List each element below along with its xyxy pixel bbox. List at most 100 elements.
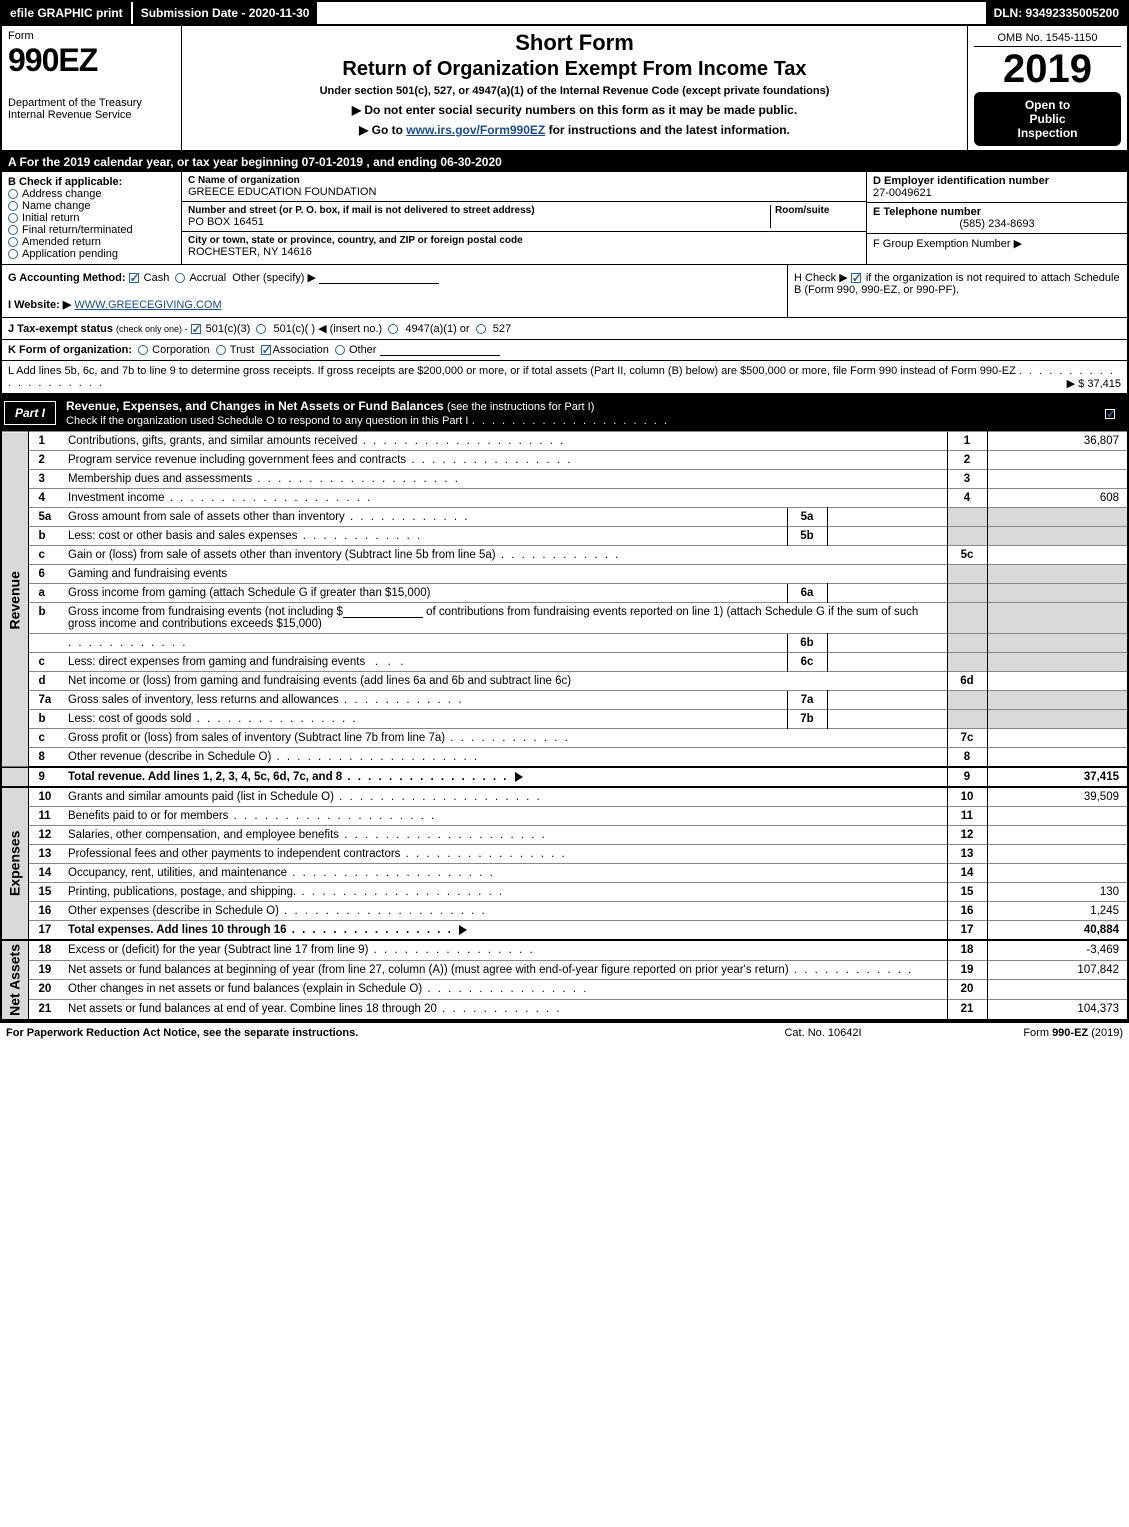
submission-date-label: Submission Date - 2020-11-30 <box>133 2 320 24</box>
form-number: 990EZ <box>8 42 175 79</box>
check-4947[interactable] <box>388 324 398 334</box>
open-line2: Public <box>978 112 1117 126</box>
line5b-subval <box>827 527 947 546</box>
line6d-text: Net income or (loss) from gaming and fun… <box>64 672 947 691</box>
org-city: ROCHESTER, NY 14616 <box>188 246 860 258</box>
check-corporation[interactable] <box>138 345 148 355</box>
line17-ln: 17 <box>947 921 987 941</box>
footer-cat: Cat. No. 10642I <box>723 1027 923 1039</box>
line1-num: 1 <box>28 432 64 451</box>
line20-ln: 20 <box>947 980 987 1000</box>
line14-val <box>987 864 1127 883</box>
line6c-num: c <box>28 653 64 672</box>
line4-text: Investment income <box>68 492 372 504</box>
irs-link[interactable]: www.irs.gov/Form990EZ <box>406 123 545 137</box>
check-accrual[interactable] <box>175 273 185 283</box>
section-b: B Check if applicable: Address change Na… <box>2 172 182 264</box>
check-other-org[interactable] <box>335 345 345 355</box>
check-address-change[interactable] <box>8 189 18 199</box>
form-header: Form 990EZ Department of the Treasury In… <box>0 26 1129 152</box>
opt-application-pending: Application pending <box>22 248 118 260</box>
form-word: Form <box>8 30 175 42</box>
line13-ln: 13 <box>947 845 987 864</box>
g-label: G Accounting Method: <box>8 272 126 284</box>
line7c-ln: 7c <box>947 729 987 748</box>
check-501c3[interactable] <box>191 324 201 334</box>
k-other-field[interactable] <box>380 344 500 356</box>
j-501c: 501(c)( ) <box>273 323 315 335</box>
page-footer: For Paperwork Reduction Act Notice, see … <box>0 1021 1129 1043</box>
line7a-subval <box>827 691 947 710</box>
line4-val: 608 <box>987 489 1127 508</box>
line13-text: Professional fees and other payments to … <box>68 848 567 860</box>
l-text: L Add lines 5b, 6c, and 7b to line 9 to … <box>8 365 1016 377</box>
line6b-greyval <box>987 603 1127 634</box>
line5b-text: Less: cost or other basis and sales expe… <box>68 530 422 542</box>
check-application-pending[interactable] <box>8 249 18 259</box>
tel-value: (585) 234-8693 <box>873 218 1121 230</box>
check-schedule-b[interactable] <box>851 273 861 283</box>
line19-val: 107,842 <box>987 960 1127 980</box>
line21-val: 104,373 <box>987 1000 1127 1020</box>
line6b-t1: Gross income from fundraising events (no… <box>68 606 343 618</box>
check-trust[interactable] <box>216 345 226 355</box>
top-bar: efile GRAPHIC print Submission Date - 20… <box>0 0 1129 26</box>
check-final-return[interactable] <box>8 225 18 235</box>
line20-val <box>987 980 1127 1000</box>
side-revenue: Revenue <box>2 432 28 768</box>
check-cash[interactable] <box>129 273 139 283</box>
side-net-assets: Net Assets <box>2 940 28 1020</box>
section-a-pre: A For the 2019 calendar year, or tax yea… <box>8 155 302 169</box>
line9-val: 37,415 <box>987 767 1127 787</box>
check-amended-return[interactable] <box>8 237 18 247</box>
line10-val: 39,509 <box>987 787 1127 807</box>
dln-label: DLN: 93492335005200 <box>986 2 1127 24</box>
check-association[interactable] <box>261 345 271 355</box>
part1-table: Revenue 1 Contributions, gifts, grants, … <box>0 431 1129 1021</box>
line6a-sub: 6a <box>787 584 827 603</box>
line7b-grey <box>947 710 987 729</box>
part1-tag: Part I <box>4 401 56 425</box>
addr-label: Number and street (or P. O. box, if mail… <box>188 205 770 216</box>
section-l: L Add lines 5b, 6c, and 7b to line 9 to … <box>0 360 1129 395</box>
line5a-subval <box>827 508 947 527</box>
line6b2-spacer <box>68 637 188 649</box>
g-other-field[interactable] <box>319 272 439 284</box>
line21-num: 21 <box>28 1000 64 1020</box>
check-schedule-o[interactable] <box>1105 409 1115 419</box>
tax-year: 2019 <box>974 47 1121 92</box>
arrow-icon-17 <box>459 925 467 935</box>
check-501c[interactable] <box>256 324 266 334</box>
line6a-subval <box>827 584 947 603</box>
line7b-greyval <box>987 710 1127 729</box>
tax-year-begin: 07-01-2019 <box>302 155 363 169</box>
check-527[interactable] <box>476 324 486 334</box>
part1-check-note: Check if the organization used Schedule … <box>66 415 468 427</box>
line6a-num: a <box>28 584 64 603</box>
check-name-change[interactable] <box>8 201 18 211</box>
title-return: Return of Organization Exempt From Incom… <box>188 58 961 81</box>
line1-val: 36,807 <box>987 432 1127 451</box>
footer-left: For Paperwork Reduction Act Notice, see … <box>6 1027 723 1039</box>
j-501c3: 501(c)(3) <box>206 323 251 335</box>
line17-val: 40,884 <box>987 921 1127 941</box>
line18-val: -3,469 <box>987 940 1127 960</box>
header-left: Form 990EZ Department of the Treasury In… <box>2 26 182 150</box>
line18-text: Excess or (deficit) for the year (Subtra… <box>68 944 535 956</box>
line15-val: 130 <box>987 883 1127 902</box>
part1-note: (see the instructions for Part I) <box>447 401 594 413</box>
line2-text: Program service revenue including govern… <box>68 454 572 466</box>
line8-ln: 8 <box>947 748 987 768</box>
line5c-text: Gain or (loss) from sale of assets other… <box>68 549 620 561</box>
line13-num: 13 <box>28 845 64 864</box>
efile-print-button[interactable]: efile GRAPHIC print <box>2 2 133 24</box>
website-link[interactable]: WWW.GREECEGIVING.COM <box>74 299 221 311</box>
city-label: City or town, state or province, country… <box>188 235 860 246</box>
line6b-blank[interactable] <box>343 606 423 618</box>
check-initial-return[interactable] <box>8 213 18 223</box>
line21-text: Net assets or fund balances at end of ye… <box>68 1003 562 1015</box>
line10-ln: 10 <box>947 787 987 807</box>
line3-val <box>987 470 1127 489</box>
section-g: G Accounting Method: Cash Accrual Other … <box>2 265 787 317</box>
footer-r-post: (2019) <box>1088 1027 1123 1039</box>
